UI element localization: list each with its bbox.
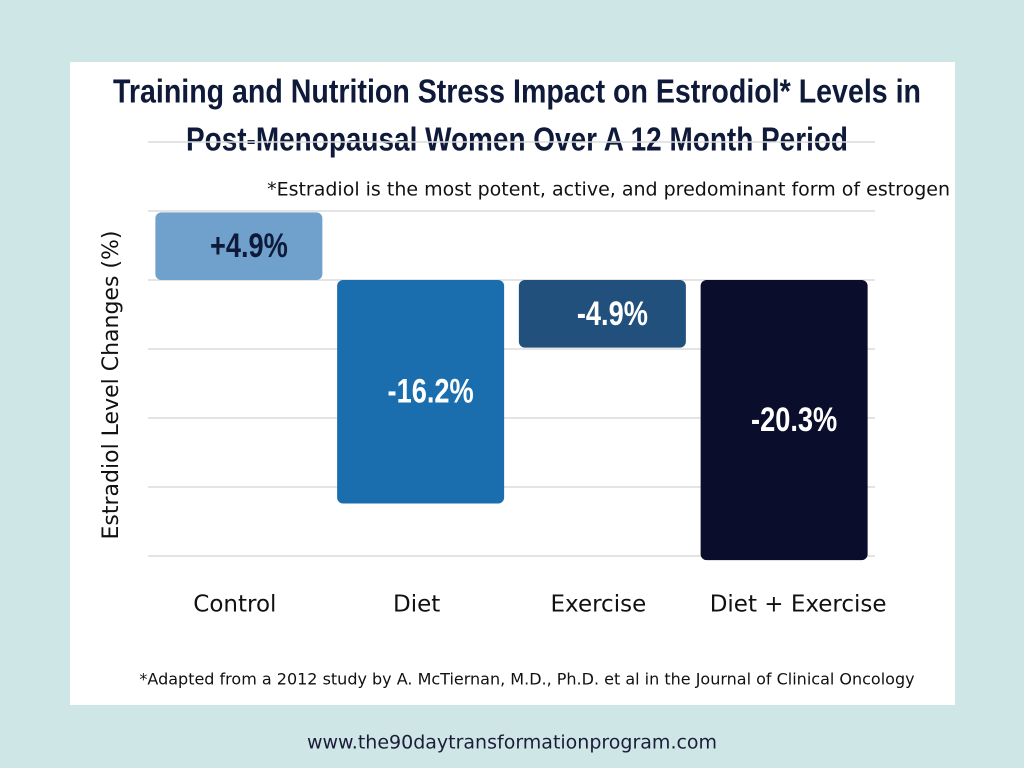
- x-tick-label: Exercise: [551, 592, 647, 618]
- value-label: -16.2%: [388, 372, 474, 411]
- footer-url: www.the90daytransformationprogram.com: [307, 732, 717, 754]
- value-label: -20.3%: [751, 400, 837, 439]
- bar: [518, 280, 686, 348]
- note: *Adapted from a 2012 study by A. McTiern…: [139, 670, 914, 689]
- value-label: -4.9%: [577, 294, 648, 333]
- bar: [337, 280, 505, 504]
- x-tick-label: Diet: [393, 592, 440, 618]
- chart-title: Post-Menopausal Women Over A 12 Month Pe…: [186, 121, 848, 158]
- chart-title: Training and Nutrition Stress Impact on …: [113, 73, 921, 110]
- subtitle: *Estradiol is the most potent, active, a…: [267, 179, 950, 201]
- bar: [155, 212, 323, 280]
- x-tick-label: Control: [193, 592, 276, 618]
- bar: [700, 280, 868, 561]
- x-tick-label: Diet + Exercise: [710, 592, 887, 618]
- y-axis-label: Estradiol Level Changes (%): [99, 231, 124, 540]
- value-label: +4.9%: [210, 226, 288, 265]
